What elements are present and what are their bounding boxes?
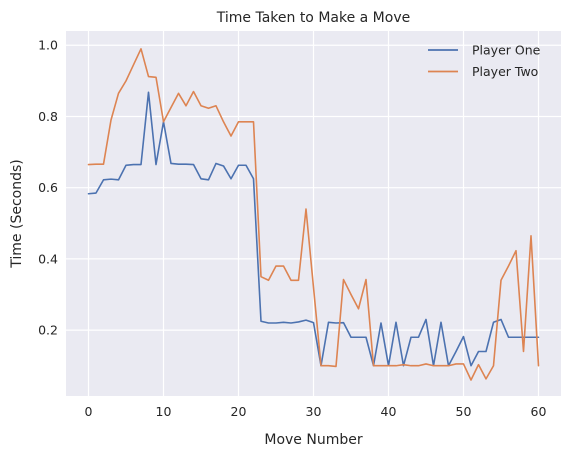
x-tick-label: 10 (156, 404, 172, 419)
chart-title: Time Taken to Make a Move (216, 10, 410, 26)
grid-horizontal (66, 44, 561, 331)
x-tick-label: 60 (531, 404, 547, 419)
x-tick-label: 40 (381, 404, 397, 419)
y-tick-label: 0.4 (38, 251, 58, 266)
x-tick-label: 30 (306, 404, 322, 419)
x-tick-label: 50 (456, 404, 472, 419)
y-tick-label: 0.8 (38, 109, 58, 124)
series-line-player-two (87, 47, 540, 381)
x-tick-label: 0 (85, 404, 93, 419)
y-tick-label: 0.6 (38, 180, 58, 195)
x-tick-label: 20 (231, 404, 247, 419)
x-tick-labels: 0 10 20 30 40 50 60 (85, 404, 547, 419)
x-axis-label: Move Number (264, 432, 362, 448)
legend-label-player-two: Player Two (472, 64, 538, 79)
legend: Player One Player Two (428, 43, 541, 79)
legend-label-player-one: Player One (472, 43, 541, 58)
y-tick-label: 1.0 (38, 38, 58, 53)
y-tick-label: 0.2 (38, 323, 58, 338)
series-layer (87, 47, 540, 381)
grid-vertical (87, 31, 540, 396)
y-axis-label: Time (Seconds) (9, 159, 25, 268)
y-tick-labels: 0.2 0.4 0.6 0.8 1.0 (38, 38, 58, 338)
